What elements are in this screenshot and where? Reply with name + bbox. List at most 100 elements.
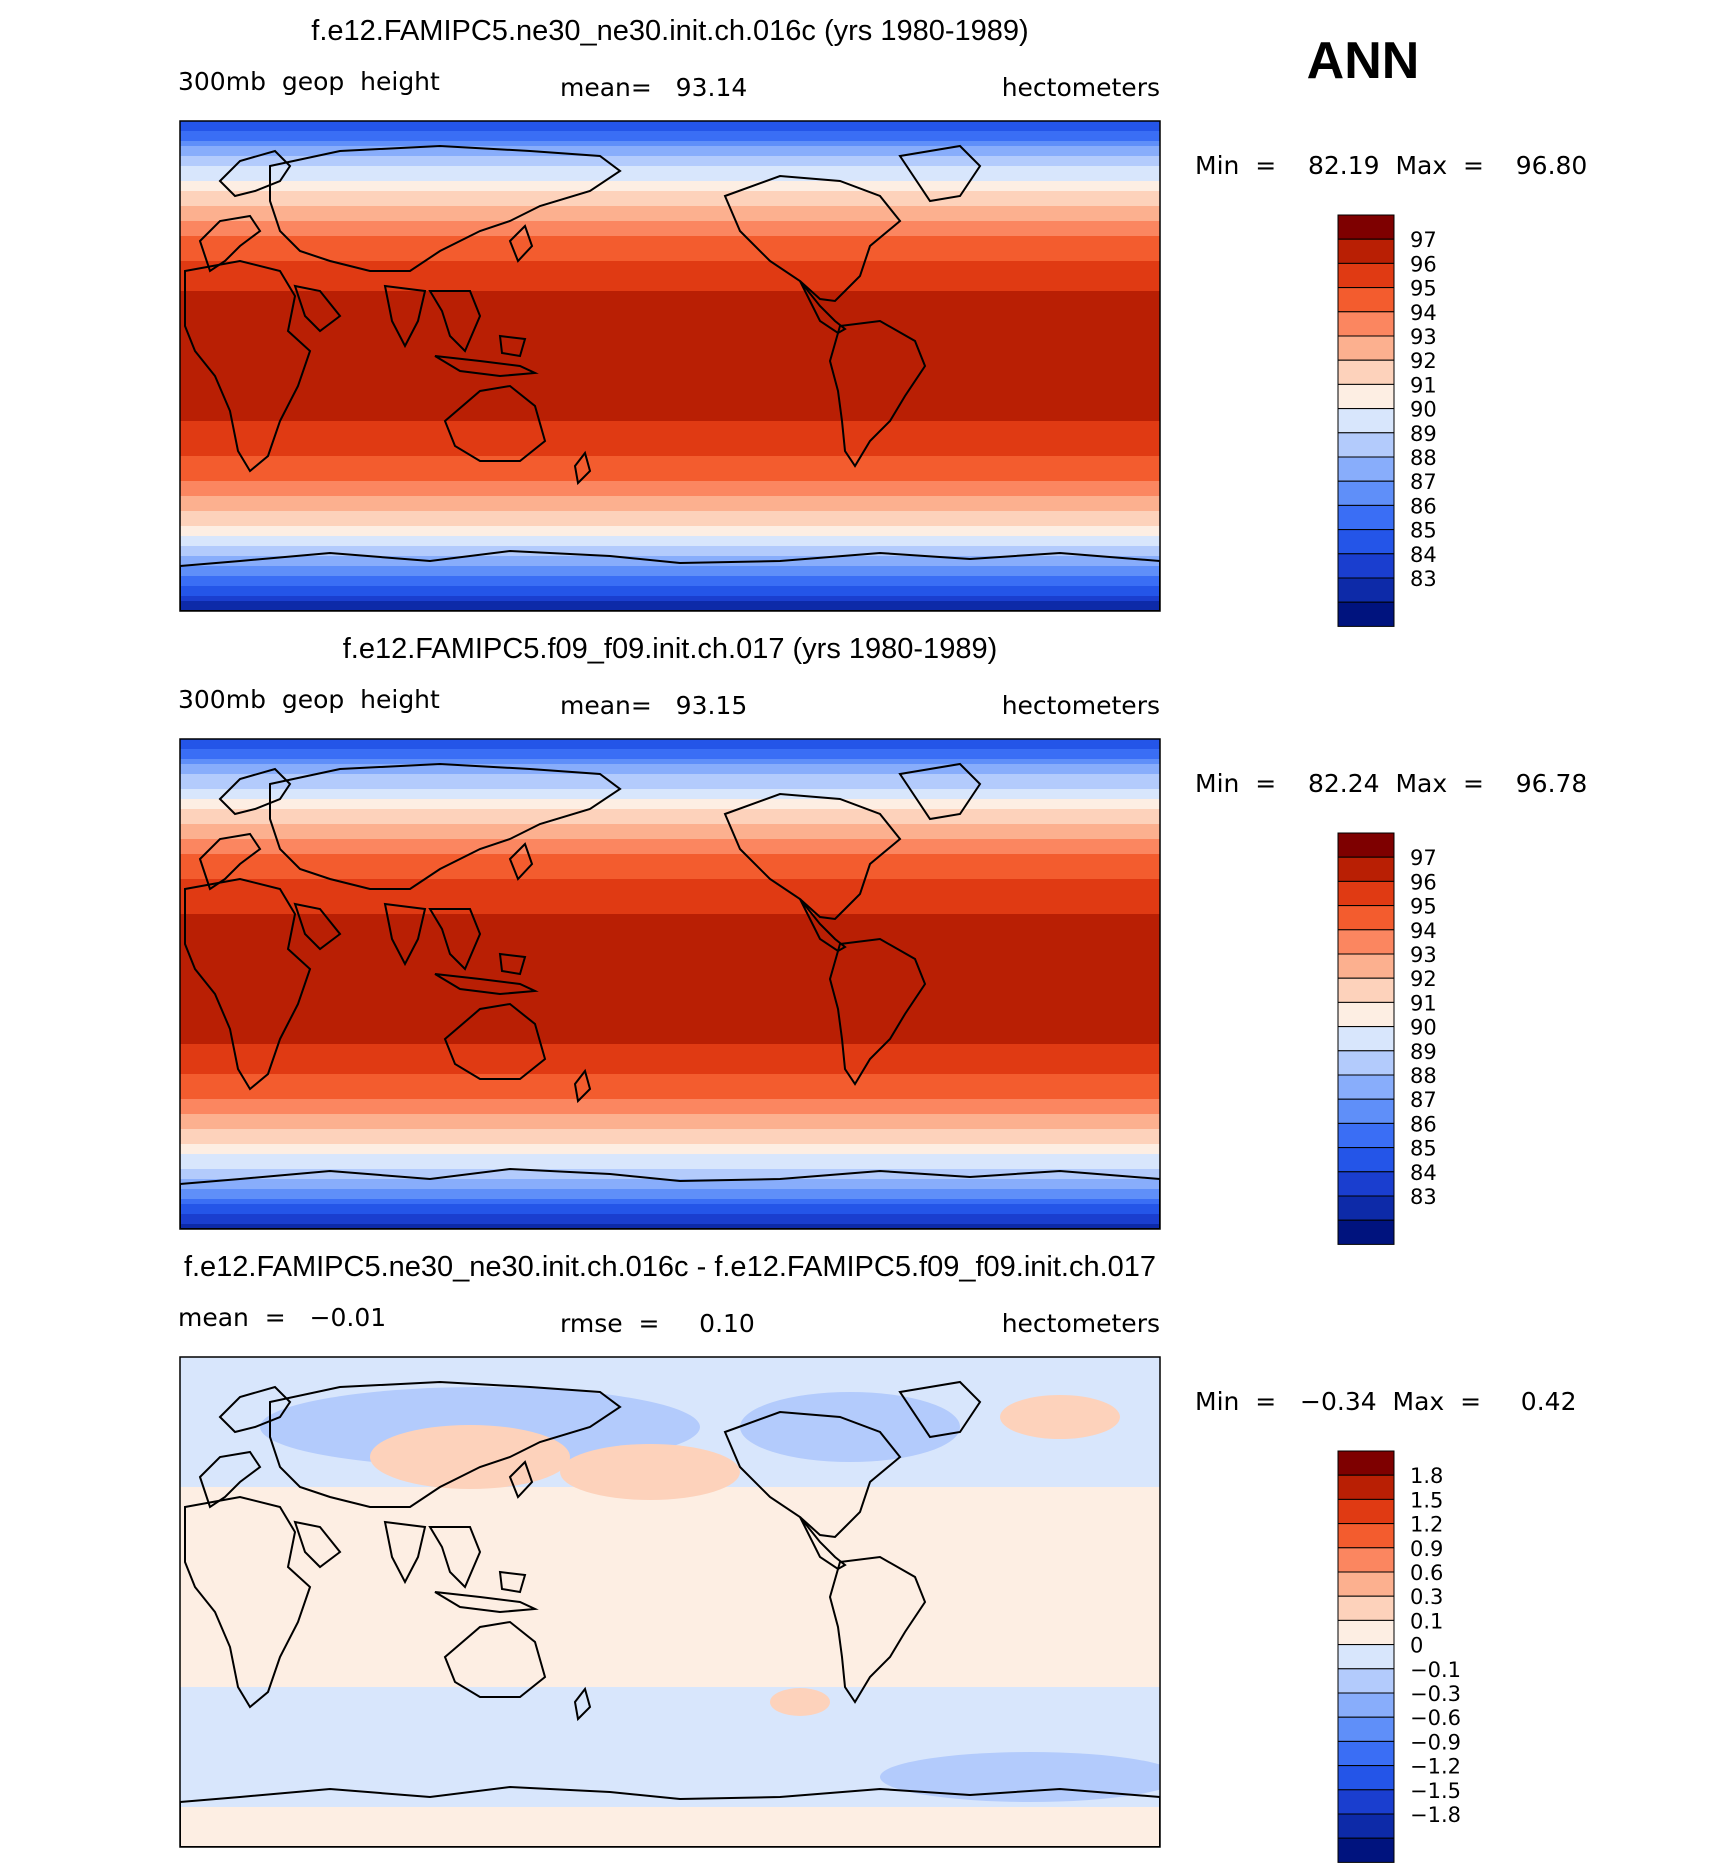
colorbar-box: [1337, 880, 1395, 907]
contour-band: [180, 1039, 1160, 1045]
contour-band: [180, 854, 1160, 860]
colorbar-box: [1337, 929, 1395, 955]
contour-band: [180, 306, 1160, 312]
contour-band: [180, 779, 1160, 785]
contour-band: [180, 894, 1160, 900]
colorbar-box: [1337, 1813, 1395, 1839]
contour-band: [180, 511, 1160, 517]
panel-units-label: hectometers: [1002, 73, 1160, 102]
contour-band: [180, 1159, 1160, 1165]
contour-band: [180, 1209, 1160, 1215]
contour-band: [180, 326, 1160, 332]
contour-band: [180, 989, 1160, 995]
contour-band: [180, 196, 1160, 202]
contour-band: [180, 156, 1160, 162]
colorbar-tick-label: 84: [1410, 1161, 1437, 1185]
contour-band: [180, 929, 1160, 935]
contour-band: [180, 396, 1160, 402]
colorbar-tick-label: 84: [1410, 543, 1437, 567]
contour-band: [180, 1224, 1160, 1229]
contour-band: [180, 516, 1160, 522]
contour-band: [180, 804, 1160, 810]
colorbar-tick-label: 0.6: [1410, 1561, 1443, 1585]
contour-band: [180, 136, 1160, 142]
contour-band: [180, 784, 1160, 790]
colorbar-box: [1337, 287, 1395, 313]
contour-band: [180, 391, 1160, 397]
contour-band: [180, 376, 1160, 382]
colorbar-box: [1337, 601, 1395, 627]
colorbar-tick-label: 93: [1410, 943, 1437, 967]
panel-units-label: hectometers: [1002, 1309, 1160, 1338]
panel-left-label: 300mb geop height: [178, 67, 440, 96]
contour-band: [180, 984, 1160, 990]
contour-band: [180, 1199, 1160, 1205]
contour-band: [180, 186, 1160, 192]
contour-band: [180, 1807, 1160, 1847]
contour-band: [180, 979, 1160, 985]
colorbar-tick-label: 90: [1410, 398, 1437, 422]
contour-band: [180, 739, 1160, 745]
contour-band: [180, 171, 1160, 177]
contour-band: [180, 999, 1160, 1005]
colorbar-box: [1337, 1692, 1395, 1718]
contour-band: [180, 899, 1160, 905]
colorbar-tick-label: 85: [1410, 1137, 1437, 1161]
contour-band: [180, 606, 1160, 611]
panel-title: f.e12.FAMIPC5.ne30_ne30.init.ch.016c - f…: [184, 1251, 1156, 1283]
contour-band: [180, 296, 1160, 302]
contour-band: [180, 261, 1160, 267]
contour-band: [1000, 1395, 1120, 1439]
contour-band: [180, 1184, 1160, 1190]
contour-band: [180, 206, 1160, 212]
contour-band: [180, 421, 1160, 427]
panel-minmax: Min = 82.24 Max = 96.78: [1195, 769, 1587, 798]
contour-band: [180, 321, 1160, 327]
contour-band: [180, 1094, 1160, 1100]
contour-band: [180, 586, 1160, 592]
contour-band: [180, 799, 1160, 805]
colorbar-box: [1337, 1765, 1395, 1791]
contour-band: [180, 914, 1160, 920]
colorbar-tick-label: 89: [1410, 1040, 1437, 1064]
contour-band: [180, 291, 1160, 297]
contour-band: [180, 571, 1160, 577]
colorbar-tick-label: 97: [1410, 846, 1437, 870]
colorbar-tick-label: −0.1: [1410, 1658, 1461, 1682]
contour-band: [180, 1059, 1160, 1065]
colorbar-box: [1337, 1098, 1395, 1124]
colorbar-box: [1337, 480, 1395, 506]
contour-band: [180, 431, 1160, 437]
contour-band: [180, 1034, 1160, 1040]
panel-title: f.e12.FAMIPC5.ne30_ne30.init.ch.016c (yr…: [311, 15, 1028, 47]
contour-band: [180, 506, 1160, 512]
contour-band: [180, 909, 1160, 915]
contour-band: [180, 789, 1160, 795]
colorbar-box: [1337, 1668, 1395, 1694]
colorbar-box: [1337, 214, 1395, 240]
contour-band: [180, 839, 1160, 845]
colorbar-tick-label: 96: [1410, 870, 1437, 894]
contour-band: [180, 576, 1160, 582]
contour-band: [180, 1134, 1160, 1140]
contour-band: [180, 774, 1160, 780]
contour-band: [180, 809, 1160, 815]
contour-band: [560, 1444, 740, 1500]
contour-band: [180, 411, 1160, 417]
contour-band: [180, 331, 1160, 337]
contour-band: [180, 476, 1160, 482]
contour-band: [370, 1425, 570, 1489]
contour-band: [180, 1119, 1160, 1125]
contour-band: [180, 1179, 1160, 1185]
colorbar-tick-label: 91: [1410, 373, 1437, 397]
contour-band: [180, 131, 1160, 137]
colorbar-tick-label: 83: [1410, 567, 1437, 591]
contour-band: [180, 341, 1160, 347]
contour-band: [180, 286, 1160, 292]
contour-band: [180, 211, 1160, 217]
contour-band: [180, 1004, 1160, 1010]
contour-band: [180, 969, 1160, 975]
contour-band: [180, 769, 1160, 775]
contour-band: [180, 1189, 1160, 1195]
